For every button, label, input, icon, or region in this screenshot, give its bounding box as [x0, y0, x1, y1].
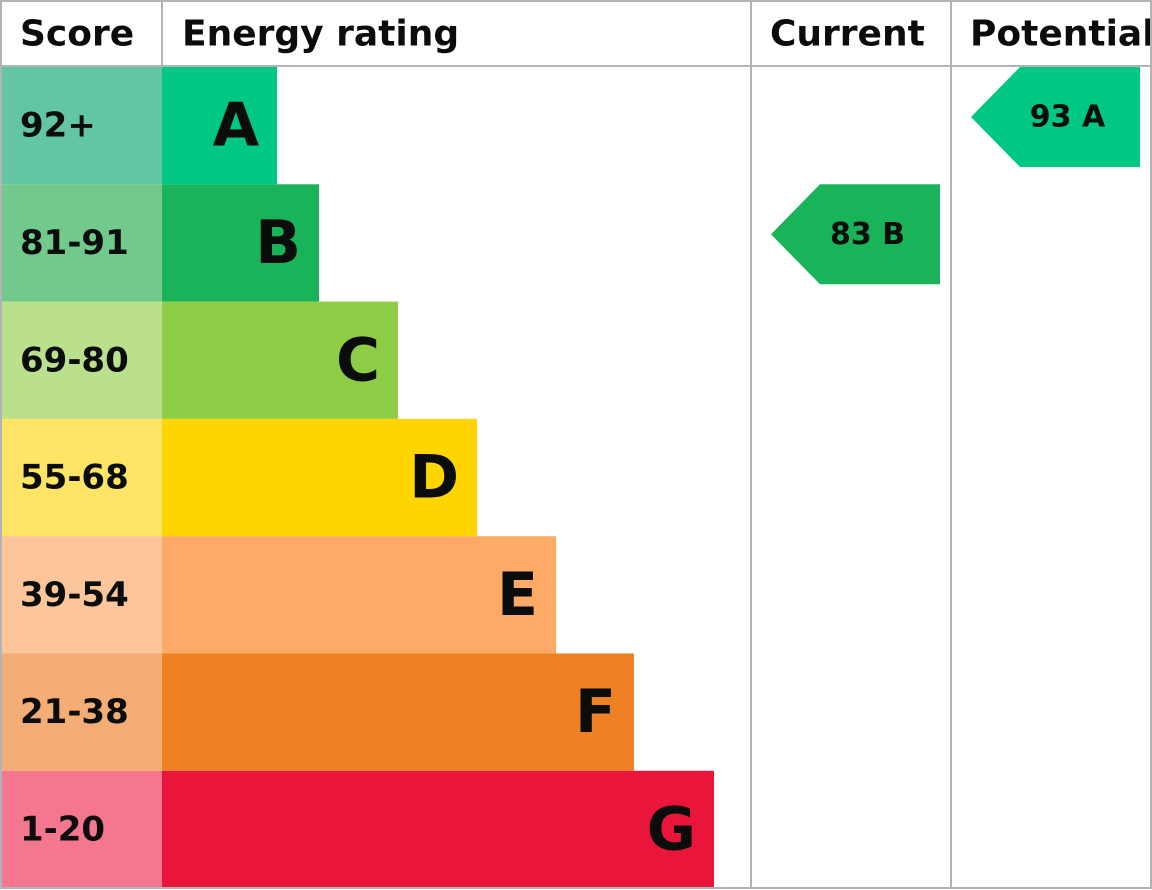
score-label: 92+: [20, 106, 96, 146]
header-score: Score: [20, 14, 134, 55]
header-current: Current: [770, 14, 925, 55]
current-arrow: [771, 184, 940, 285]
rating-bar: [162, 770, 714, 889]
header-rating: Energy rating: [182, 14, 459, 55]
rating-letter: A: [213, 91, 260, 161]
header-potential: Potential: [970, 14, 1152, 55]
rating-letter: E: [497, 560, 538, 630]
rating-bar: [162, 184, 319, 302]
rating-bar: [162, 653, 634, 771]
score-label: 39-54: [20, 575, 129, 615]
rating-letter: F: [575, 677, 616, 747]
current-label: 83 B: [830, 217, 905, 252]
score-cell: [0, 301, 162, 419]
rating-bar: [162, 67, 277, 185]
score-label: 81-91: [20, 223, 129, 263]
rating-bar: [162, 418, 477, 537]
score-label: 55-68: [20, 458, 129, 498]
rating-bar: [162, 301, 398, 419]
score-cell: [0, 770, 162, 889]
score-label: 21-38: [20, 692, 129, 732]
potential-label: 93 A: [1030, 100, 1106, 135]
rating-letter: C: [336, 325, 380, 395]
score-cell: [0, 67, 162, 185]
rating-letter: D: [409, 443, 459, 513]
potential-arrow: [971, 67, 1140, 167]
score-cell: [0, 653, 162, 771]
score-label: 69-80: [20, 340, 129, 380]
score-label: 1-20: [20, 809, 105, 849]
rating-letter: G: [647, 794, 696, 864]
rating-letter: B: [255, 208, 301, 278]
score-cell: [0, 418, 162, 537]
score-cell: [0, 536, 162, 654]
rating-bar: [162, 536, 556, 654]
score-cell: [0, 184, 162, 302]
